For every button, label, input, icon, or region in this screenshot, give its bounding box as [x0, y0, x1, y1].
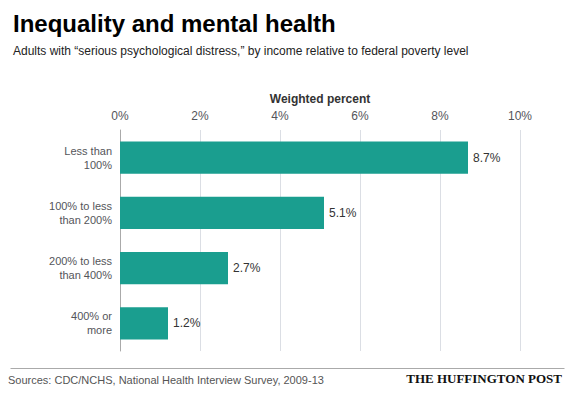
svg-text:6%: 6%: [351, 109, 369, 123]
svg-text:Less than: Less than: [64, 145, 112, 157]
svg-text:THE HUFFINGTON POST: THE HUFFINGTON POST: [406, 371, 562, 386]
svg-text:0%: 0%: [111, 109, 129, 123]
svg-text:than 400%: than 400%: [59, 269, 112, 281]
svg-text:400% or: 400% or: [71, 310, 112, 322]
svg-text:4%: 4%: [271, 109, 289, 123]
svg-text:8.7%: 8.7%: [473, 151, 501, 165]
svg-text:than 200%: than 200%: [59, 214, 112, 226]
svg-text:8%: 8%: [431, 109, 449, 123]
svg-text:10%: 10%: [508, 109, 532, 123]
svg-text:5.1%: 5.1%: [329, 206, 357, 220]
svg-text:200% to less: 200% to less: [49, 255, 112, 267]
svg-text:Adults with “serious psycholog: Adults with “serious psychological distr…: [13, 44, 469, 58]
svg-text:more: more: [87, 324, 112, 336]
svg-text:Weighted percent: Weighted percent: [270, 92, 370, 106]
svg-text:Sources: CDC/NCHS, National He: Sources: CDC/NCHS, National Health Inter…: [8, 374, 324, 386]
svg-text:100%: 100%: [84, 159, 112, 171]
svg-text:2.7%: 2.7%: [233, 261, 261, 275]
svg-text:1.2%: 1.2%: [173, 316, 201, 330]
svg-text:2%: 2%: [191, 109, 209, 123]
svg-text:Inequality and mental health: Inequality and mental health: [13, 10, 336, 37]
svg-text:100% to less: 100% to less: [49, 200, 112, 212]
